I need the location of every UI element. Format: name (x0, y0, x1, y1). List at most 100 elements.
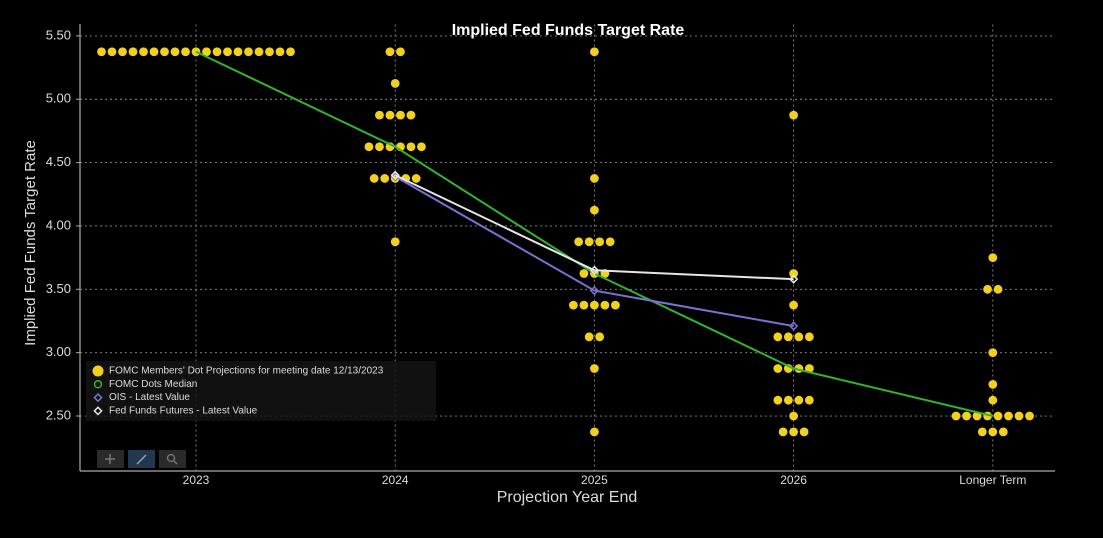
dot (380, 174, 390, 183)
dot (783, 395, 793, 405)
chart-title: Implied Fed Funds Target Rate (452, 22, 685, 39)
dot (139, 47, 148, 57)
dot (988, 427, 998, 437)
x-axis-label: Projection Year End (497, 489, 638, 506)
y-tick-label: 5.00 (46, 91, 71, 106)
dot (962, 411, 971, 421)
tool-icon (173, 460, 178, 465)
y-tick-label: 3.00 (46, 344, 71, 359)
legend-marker (93, 406, 103, 416)
dot (364, 142, 374, 152)
lines (195, 50, 994, 417)
dot (988, 379, 998, 389)
dot (1004, 411, 1013, 421)
dot (579, 300, 589, 310)
dot (128, 47, 138, 57)
dot (804, 364, 814, 373)
marker (589, 265, 600, 275)
legend-marker (93, 392, 103, 403)
dot (254, 47, 264, 57)
dot (773, 395, 783, 405)
x-tick-label: Longer Term (959, 473, 1026, 487)
legend-label: OIS - Latest Value (109, 392, 190, 403)
legend: FOMC Members' Dot Projections for meetin… (92, 365, 384, 417)
dot (590, 47, 599, 57)
dot (202, 47, 211, 57)
tool-icon (166, 453, 176, 463)
legend-box (86, 361, 436, 421)
marker (589, 285, 600, 296)
x-tick-label: 2024 (382, 473, 409, 487)
dot (390, 79, 400, 88)
dot (794, 395, 804, 405)
dot (569, 300, 578, 310)
y-axis-label: Implied Fed Funds Target Rate (22, 140, 39, 346)
dot (783, 332, 793, 342)
marker (788, 321, 799, 331)
dot (988, 395, 998, 405)
dot (1025, 411, 1034, 421)
dot (584, 237, 594, 247)
dot (590, 427, 599, 437)
y-tick-label: 2.50 (46, 407, 71, 422)
dot (993, 284, 1003, 294)
dot (595, 237, 605, 247)
dot (396, 110, 405, 120)
y-tick-label: 4.00 (46, 217, 71, 232)
dot (97, 47, 106, 57)
dot (611, 300, 620, 310)
dot (181, 47, 190, 57)
dot (789, 411, 798, 421)
y-tick-label: 5.50 (46, 27, 71, 42)
dot (385, 47, 395, 57)
dot (406, 142, 416, 152)
dot (773, 332, 783, 342)
marker (788, 274, 799, 284)
legend-label: Fed Funds Futures - Latest Value (109, 406, 258, 417)
series-line (394, 174, 794, 281)
dot (417, 142, 426, 152)
dot (390, 237, 400, 247)
dot (375, 110, 384, 120)
x-tick-label: 2023 (183, 473, 210, 487)
tool-icon (136, 454, 147, 465)
dot (411, 174, 421, 183)
dot (118, 47, 127, 57)
dot (406, 110, 416, 120)
legend-label: FOMC Members' Dot Projections for meetin… (109, 366, 384, 377)
dot (233, 47, 243, 57)
legend-marker (93, 380, 103, 389)
dot (993, 411, 1003, 421)
dot (584, 332, 594, 342)
dot (579, 269, 589, 278)
dot (799, 427, 809, 437)
dot (789, 269, 798, 278)
tool-button[interactable] (159, 450, 186, 468)
series-line (394, 175, 794, 328)
dot (773, 364, 783, 373)
y-tick-label: 3.50 (46, 281, 71, 296)
toolbar (97, 450, 186, 468)
legend-label: FOMC Dots Median (109, 379, 197, 390)
dot (369, 174, 379, 183)
dot (160, 47, 169, 57)
dot (983, 284, 992, 294)
dot (385, 110, 395, 120)
dot (396, 47, 405, 57)
x-tick-label: 2025 (581, 473, 608, 487)
dot (988, 253, 998, 263)
dot (789, 300, 798, 310)
dot (951, 411, 961, 421)
dot (595, 332, 605, 342)
dot (574, 237, 584, 247)
dot (778, 427, 788, 437)
marker (390, 170, 400, 180)
dot (590, 364, 599, 373)
dot (977, 427, 987, 437)
dot (375, 142, 384, 152)
dot (590, 300, 599, 310)
dot (170, 47, 180, 57)
dot (286, 47, 295, 57)
